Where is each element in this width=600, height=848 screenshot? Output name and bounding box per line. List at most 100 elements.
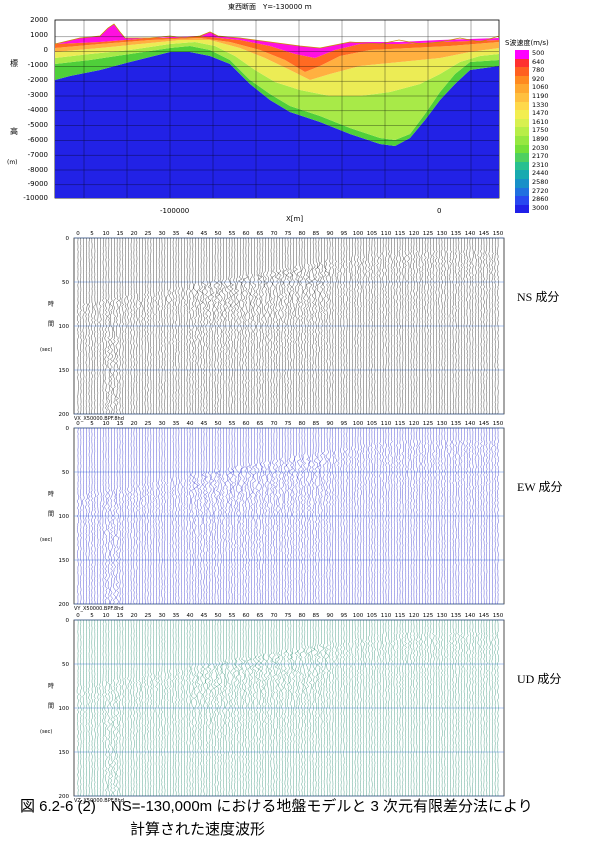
waveform-panel: 0 5 10 15 20 25 30 35 40 45 50 55 60 65 70 75 80 85 90 95 10… <box>40 231 505 422</box>
trace-tick: 5 <box>90 231 94 237</box>
y-tick: -9000 <box>27 180 48 188</box>
legend-swatch <box>515 170 529 179</box>
layer-1470 <box>55 40 499 96</box>
y-tick: -5000 <box>27 121 48 129</box>
trace-tick: 45 <box>201 231 208 237</box>
time-tick: 150 <box>59 558 70 564</box>
legend-value: 780 <box>532 66 545 75</box>
trace-tick: 110 <box>381 613 392 619</box>
trace-tick: 20 <box>131 231 138 237</box>
trace-tick: 5 <box>90 613 94 619</box>
trace-tick: 30 <box>159 231 166 237</box>
legend-value: 2580 <box>532 178 549 186</box>
legend-value: 1470 <box>532 109 549 118</box>
legend-value: 1190 <box>532 92 549 100</box>
component-label: UD 成分 <box>517 672 562 686</box>
time-label: 間 <box>48 703 54 710</box>
trace-tick: 125 <box>423 613 434 619</box>
figure-caption-line2: 計算された速度波形 <box>130 821 266 838</box>
trace-tick: 85 <box>313 613 320 619</box>
trace-tick: 35 <box>173 421 180 427</box>
section-title: 東西断面 Y=-130000 ｍ <box>228 3 312 11</box>
section-x-tick: -100000 <box>160 207 190 215</box>
legend-swatch <box>515 179 529 188</box>
trace-tick: 50 <box>215 421 222 427</box>
trace-tick: 115 <box>395 421 406 427</box>
legend-swatch <box>515 187 529 197</box>
trace-tick: 115 <box>395 613 406 619</box>
trace-tick: 50 <box>215 231 222 237</box>
trace-tick: 140 <box>465 421 476 427</box>
trace-tick: 60 <box>243 421 250 427</box>
legend-value: 1060 <box>532 83 549 92</box>
legend-value: 1330 <box>532 100 549 109</box>
waveform-panel: 0 5 10 15 20 25 30 35 40 45 50 55 60 65 70 75 80 85 90 95 10… <box>40 421 505 612</box>
time-label: 間 <box>48 321 54 328</box>
component-label: NS 成分 <box>517 290 560 304</box>
legend-swatch <box>515 118 529 128</box>
trace-tick: 55 <box>229 613 236 619</box>
trace-tick: 20 <box>131 421 138 427</box>
y-tick: -6000 <box>27 136 48 144</box>
time-tick: 0 <box>66 236 70 242</box>
time-tick: 0 <box>66 618 70 624</box>
trace-tick: 110 <box>381 231 392 237</box>
trace-tick: 85 <box>313 231 320 237</box>
trace-tick: 0 <box>76 231 80 237</box>
trace-tick: 80 <box>299 421 306 427</box>
trace-tick: 55 <box>229 231 236 237</box>
y-tick: -1000 <box>27 61 48 69</box>
trace-tick: 40 <box>187 613 194 619</box>
waveform-traces <box>77 427 499 605</box>
trace-tick: 145 <box>479 613 490 619</box>
trace-tick: 130 <box>437 421 448 427</box>
trace-tick: 0 <box>76 613 80 619</box>
legend-value: 1890 <box>532 135 549 143</box>
trace-tick: 125 <box>423 421 434 427</box>
trace-tick: 30 <box>159 421 166 427</box>
trace-tick: 130 <box>437 231 448 237</box>
time-tick: 200 <box>59 794 70 800</box>
trace-tick: 120 <box>409 613 420 619</box>
legend-swatch <box>515 84 529 93</box>
legend-swatch <box>515 101 529 111</box>
trace-tick: 75 <box>285 613 292 619</box>
trace-tick: 30 <box>159 613 166 619</box>
legend-value: 2440 <box>532 169 549 178</box>
legend-swatch <box>515 110 529 119</box>
trace-tick: 145 <box>479 231 490 237</box>
trace-tick: 150 <box>493 613 504 619</box>
trace-tick: 90 <box>327 421 334 427</box>
component-label: EW 成分 <box>517 480 563 494</box>
y-tick: 2000 <box>30 16 48 24</box>
legend-value: 2030 <box>532 143 549 152</box>
time-unit: (sec) <box>40 347 52 353</box>
velocity-legend: 500 640 780 920 1060 1190 1330 1470 1610 1750 1890… <box>515 49 595 216</box>
section-x-tick: 0 <box>437 207 442 215</box>
trace-tick: 10 <box>103 421 110 427</box>
y-tick: -10000 <box>23 194 48 202</box>
time-tick: 100 <box>59 706 70 712</box>
legend-value: 2310 <box>532 160 549 169</box>
trace-tick: 95 <box>341 231 348 237</box>
trace-tick: 150 <box>493 231 504 237</box>
legend-swatch <box>515 196 529 205</box>
trace-tick: 85 <box>313 421 320 427</box>
layer-1750 <box>55 42 499 140</box>
layer-1060 <box>55 38 499 80</box>
time-label: 時 <box>48 490 54 498</box>
legend-value: 920 <box>532 74 545 83</box>
trace-tick: 105 <box>367 231 378 237</box>
y-tick: -8000 <box>27 166 48 174</box>
trace-tick: 25 <box>145 231 152 237</box>
trace-tick: 35 <box>173 613 180 619</box>
trace-tick: 10 <box>103 613 110 619</box>
time-label: 時 <box>48 682 54 690</box>
legend-swatch <box>515 136 529 145</box>
time-unit: (sec) <box>40 537 52 543</box>
trace-tick: 150 <box>493 421 504 427</box>
velocity-section <box>54 19 500 199</box>
time-tick: 200 <box>59 412 70 418</box>
trace-tick: 75 <box>285 421 292 427</box>
time-tick: 50 <box>62 662 69 668</box>
